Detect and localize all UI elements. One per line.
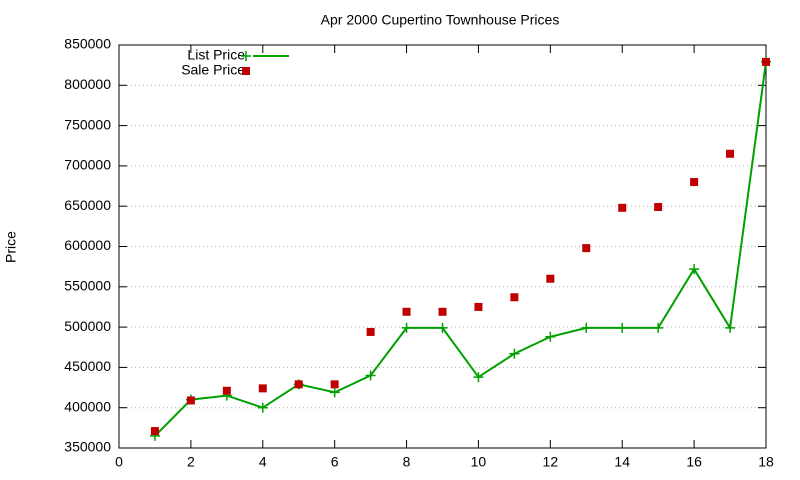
data-point [330, 380, 339, 389]
y-tick-label: 400000 [64, 398, 111, 414]
data-point [222, 386, 231, 395]
y-axis-label: Price [3, 231, 19, 263]
legend-marker [241, 51, 251, 61]
data-point [653, 322, 664, 333]
y-tick-label: 500000 [64, 318, 111, 334]
data-point [474, 302, 483, 311]
data-point [509, 348, 520, 359]
data-point [258, 384, 267, 393]
data-point [546, 274, 555, 283]
data-point [618, 203, 627, 212]
data-point [329, 387, 340, 398]
y-tick-label: 600000 [64, 237, 111, 253]
legend-marker [242, 67, 250, 75]
y-tick-label: 800000 [64, 76, 111, 92]
y-tick-label: 350000 [64, 439, 111, 455]
x-tick-label: 8 [403, 454, 411, 470]
data-point [366, 327, 375, 336]
data-point [401, 322, 412, 333]
legend-label: List Price [187, 47, 245, 63]
plot-border [118, 44, 767, 449]
data-point [510, 293, 519, 302]
x-tick-label: 16 [686, 454, 702, 470]
data-point [150, 427, 159, 436]
data-point [365, 370, 376, 381]
y-tick-label: 850000 [64, 36, 111, 52]
data-point [762, 57, 770, 66]
x-tick-label: 12 [543, 454, 559, 470]
data-point [617, 322, 628, 333]
data-point [437, 322, 448, 333]
x-tick-label: 14 [614, 454, 630, 470]
data-point [726, 149, 735, 158]
data-point [257, 402, 268, 413]
x-tick-label: 10 [471, 454, 487, 470]
y-tick-label: 750000 [64, 116, 111, 132]
data-point [582, 244, 591, 253]
data-point [294, 380, 303, 389]
y-tick-label: 550000 [64, 278, 111, 294]
x-tick-label: 0 [115, 454, 123, 470]
data-point [473, 372, 484, 383]
data-point [581, 322, 592, 333]
y-tick-label: 650000 [64, 197, 111, 213]
y-tick-label: 450000 [64, 358, 111, 374]
series-line [154, 61, 767, 437]
x-tick-label: 6 [331, 454, 339, 470]
x-tick-label: 4 [259, 454, 267, 470]
data-point [654, 203, 663, 212]
legend-label: Sale Price [181, 62, 245, 78]
data-point [545, 331, 556, 342]
x-tick-label: 2 [187, 454, 195, 470]
data-point [689, 264, 700, 275]
chart-title: Apr 2000 Cupertino Townhouse Prices [321, 12, 560, 28]
data-point [725, 322, 736, 333]
data-point [402, 307, 411, 316]
data-point [438, 307, 447, 316]
x-tick-label: 18 [758, 454, 774, 470]
y-tick-label: 700000 [64, 157, 111, 173]
data-point [690, 178, 699, 187]
data-point [186, 396, 195, 405]
